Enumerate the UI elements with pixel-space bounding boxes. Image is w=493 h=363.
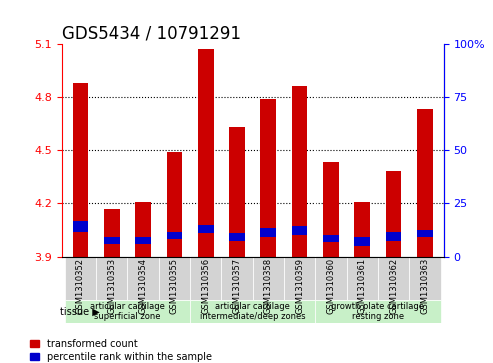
FancyBboxPatch shape [347,257,378,300]
FancyBboxPatch shape [253,257,284,300]
Bar [72,221,88,232]
Text: GSM1310362: GSM1310362 [389,258,398,314]
Bar [104,237,120,244]
Bar [292,227,308,235]
Text: GSM1310358: GSM1310358 [264,258,273,314]
FancyBboxPatch shape [65,300,190,323]
Bar [135,237,151,244]
FancyBboxPatch shape [378,257,409,300]
Text: articular cartilage
intermediate/deep zones: articular cartilage intermediate/deep zo… [200,302,306,322]
Text: GSM1310357: GSM1310357 [233,258,242,314]
Text: GSM1310352: GSM1310352 [76,258,85,314]
Text: GSM1310361: GSM1310361 [358,258,367,314]
FancyBboxPatch shape [159,257,190,300]
Bar [386,171,401,257]
FancyBboxPatch shape [190,257,221,300]
Text: GSM1310360: GSM1310360 [326,258,335,314]
FancyBboxPatch shape [127,257,159,300]
Bar [104,209,120,257]
Bar [229,127,245,257]
Text: GSM1310363: GSM1310363 [421,258,429,314]
Bar [292,86,308,257]
Text: GSM1310356: GSM1310356 [201,258,210,314]
Bar [417,109,433,257]
Text: GSM1310355: GSM1310355 [170,258,179,314]
FancyBboxPatch shape [190,300,316,323]
Bar [260,99,276,257]
Bar [167,152,182,257]
FancyBboxPatch shape [221,257,253,300]
Bar [135,201,151,257]
FancyBboxPatch shape [316,300,441,323]
FancyBboxPatch shape [409,257,441,300]
Bar [198,225,213,233]
Text: growth plate cartilage
resting zone: growth plate cartilage resting zone [331,302,424,322]
FancyBboxPatch shape [96,257,127,300]
Bar [354,201,370,257]
Bar [323,235,339,242]
Bar [354,237,370,246]
Text: GSM1310354: GSM1310354 [139,258,147,314]
Bar [260,228,276,237]
FancyBboxPatch shape [65,257,96,300]
FancyBboxPatch shape [316,257,347,300]
Bar [72,83,88,257]
Bar [198,49,213,257]
Bar [323,163,339,257]
FancyBboxPatch shape [284,257,316,300]
Bar [386,232,401,241]
Bar [417,230,433,237]
Bar [229,233,245,241]
Text: tissue ▶: tissue ▶ [60,307,100,317]
Text: articular cartilage
superficial zone: articular cartilage superficial zone [90,302,165,322]
Bar [167,232,182,239]
Text: GDS5434 / 10791291: GDS5434 / 10791291 [62,24,241,42]
Text: GSM1310353: GSM1310353 [107,258,116,314]
Text: GSM1310359: GSM1310359 [295,258,304,314]
Legend: transformed count, percentile rank within the sample: transformed count, percentile rank withi… [30,339,212,362]
